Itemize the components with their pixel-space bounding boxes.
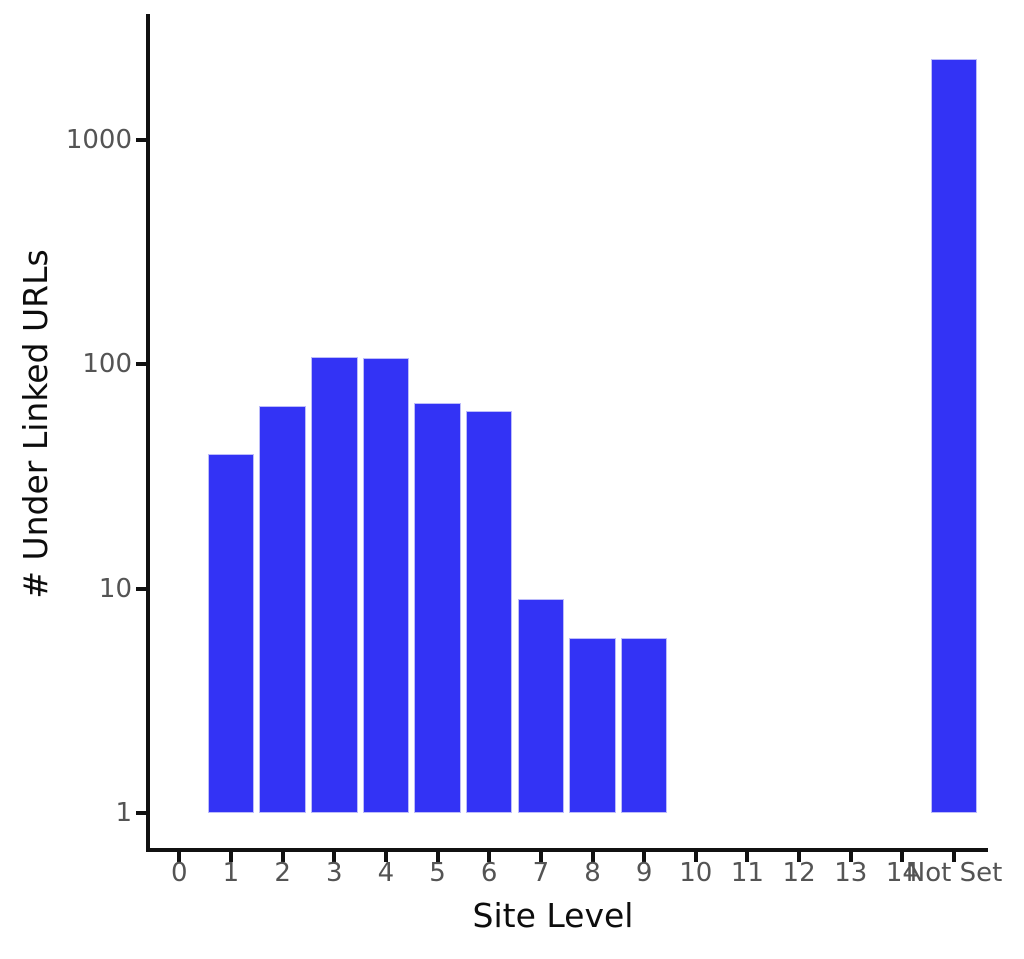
bar (620, 638, 668, 813)
bar (465, 410, 513, 813)
bar (517, 598, 565, 813)
x-tick (693, 852, 698, 862)
bar (311, 356, 358, 813)
x-tick (952, 852, 957, 862)
x-tick-label: 12 (782, 858, 816, 888)
y-tick (136, 362, 146, 367)
x-tick-label: 11 (730, 858, 764, 888)
x-tick-label: 4 (377, 858, 395, 888)
x-tick (745, 852, 750, 862)
y-tick (136, 138, 146, 142)
x-tick (487, 852, 492, 862)
x-tick (228, 852, 233, 862)
y-tick-label: 100 (82, 349, 132, 380)
bar (930, 58, 978, 813)
bar (362, 357, 410, 813)
x-tick (848, 852, 853, 862)
x-axis-title: Site Level (472, 896, 634, 935)
x-tick (383, 852, 388, 862)
x-tick-label: 9 (635, 858, 653, 888)
x-tick-label: 1 (222, 858, 240, 888)
x-tick (900, 852, 905, 862)
x-tick (332, 852, 337, 862)
y-axis-title: # Under Linked URLs (16, 249, 55, 599)
x-tick-label: Not Set (905, 858, 1003, 888)
x-tick (435, 852, 440, 862)
x-tick (280, 852, 285, 862)
x-tick-label: 3 (325, 858, 343, 888)
x-tick-label: 5 (429, 858, 446, 888)
bar (569, 638, 616, 813)
y-tick-label: 10 (98, 573, 132, 604)
x-tick (538, 852, 543, 862)
x-tick-label: 2 (274, 858, 291, 888)
x-tick-label: 0 (171, 858, 188, 888)
bar (259, 406, 306, 813)
x-tick-label: 7 (532, 858, 550, 888)
x-tick-label: 14 (885, 858, 919, 888)
y-tick-label: 1000 (65, 125, 132, 155)
x-tick-label: 6 (480, 858, 498, 888)
y-tick (136, 811, 146, 815)
x-tick (797, 852, 802, 862)
y-axis-line (146, 14, 150, 852)
bar (207, 453, 255, 813)
y-tick-label: 1 (115, 798, 132, 828)
x-tick-label: 8 (584, 858, 601, 888)
y-tick (136, 586, 146, 591)
bar (414, 403, 461, 813)
x-axis-line (146, 848, 988, 852)
x-tick (590, 852, 595, 862)
x-tick (642, 852, 647, 862)
x-tick (177, 852, 182, 862)
x-tick-label: 10 (679, 858, 713, 888)
x-tick-label: 13 (834, 858, 868, 888)
